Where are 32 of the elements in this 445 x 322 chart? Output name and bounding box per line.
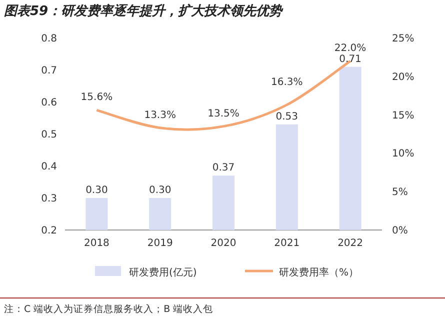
data-label: 0.53 bbox=[276, 111, 298, 122]
y2-tick-label: 5% bbox=[392, 187, 408, 198]
x-tick-label: 2021 bbox=[274, 238, 300, 249]
data-label: 13.3% bbox=[144, 110, 176, 121]
text: 注：C 端收入为证券信息服务收入；B 端收入包 bbox=[4, 303, 214, 315]
y2-tick-label: 15% bbox=[392, 110, 414, 122]
legend-label: 研发费用率（%） bbox=[279, 266, 359, 278]
y2-tick-label: 10% bbox=[392, 148, 414, 160]
data-label: 15.6% bbox=[80, 92, 113, 104]
x-tick-label: 2020 bbox=[210, 238, 236, 249]
data-label: 0.71 bbox=[339, 54, 362, 65]
y2-tick-label: 20% bbox=[392, 72, 414, 83]
y2-tick-label: 0% bbox=[392, 226, 408, 236]
x-tick-label: 2019 bbox=[147, 238, 173, 249]
y-tick-label: 0.2 bbox=[41, 226, 57, 236]
data-label: 0.30 bbox=[86, 185, 108, 196]
data-label: 0.37 bbox=[212, 162, 235, 174]
legend-label: 研发费用(亿元) bbox=[129, 266, 197, 278]
y-tick-label: 0.4 bbox=[41, 162, 57, 172]
data-label: 16.3% bbox=[271, 76, 303, 88]
data-label: 13.5% bbox=[208, 108, 240, 120]
y2-tick-label: 25% bbox=[392, 34, 414, 44]
x-tick-label: 2018 bbox=[84, 238, 110, 249]
data-label: 22.0% bbox=[334, 43, 366, 54]
y-tick-label: 0.3 bbox=[41, 194, 57, 204]
y-tick-label: 0.7 bbox=[41, 66, 57, 76]
x-tick-label: 2022 bbox=[338, 238, 364, 249]
y-tick-label: 0.5 bbox=[41, 130, 57, 140]
y-tick-label: 0.8 bbox=[41, 34, 57, 44]
y-tick-label: 0.6 bbox=[41, 98, 57, 108]
chart-title: 图表59：研发费率逐年提升，扩大技术领先优势 bbox=[4, 3, 284, 19]
data-label: 0.30 bbox=[148, 185, 172, 196]
